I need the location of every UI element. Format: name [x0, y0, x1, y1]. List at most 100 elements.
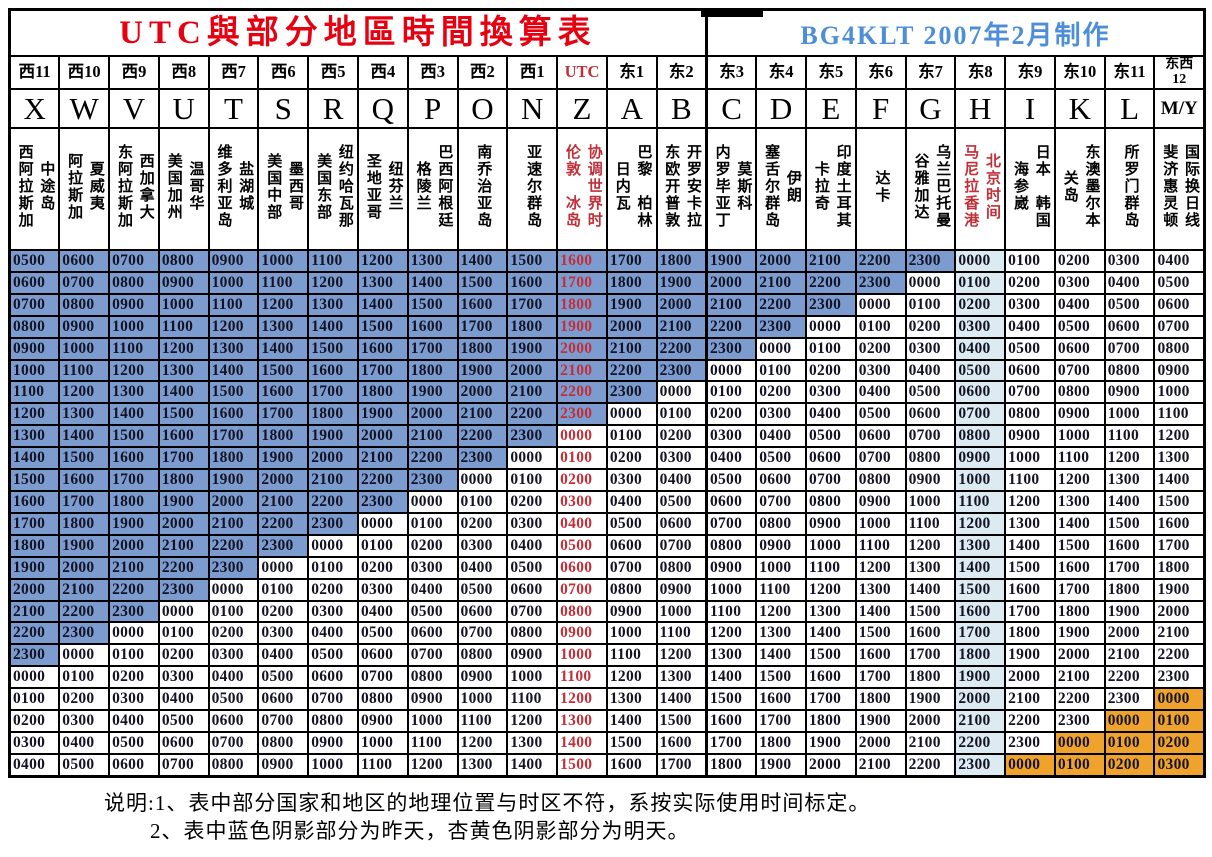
time-cell: 0000	[805, 314, 857, 339]
time-cell: 2300	[805, 292, 857, 317]
time-cell: 0700	[1103, 336, 1156, 361]
time-cell: 1400	[108, 402, 160, 427]
time-cell: 1500	[655, 709, 708, 733]
time-cell: 1900	[207, 468, 260, 492]
time-cell: 0100	[805, 336, 857, 361]
time-cell: 1600	[954, 599, 1007, 624]
time-cell: 0700	[1004, 380, 1056, 405]
tz-region-names: 伊朗 塞舌尔群岛	[755, 127, 807, 251]
time-cell: 1200	[8, 402, 61, 427]
time-cell: 1500	[556, 752, 608, 778]
time-cell: 1800	[456, 336, 509, 361]
tz-letter-header: G	[904, 88, 957, 129]
time-cell: 2200	[1053, 687, 1106, 712]
time-cell: 0100	[108, 643, 160, 668]
time-cell: 1300	[704, 643, 758, 668]
page-title: UTC與部分地區時間換算表	[8, 8, 708, 57]
time-cell: 2000	[8, 577, 61, 602]
time-cell: 1000	[805, 533, 857, 558]
time-cell: 1600	[8, 489, 61, 514]
time-cell: 0900	[406, 687, 459, 712]
time-cell: 0900	[755, 533, 807, 558]
time-cell: 2200	[207, 533, 260, 558]
time-cell: 0100	[207, 599, 260, 624]
tz-letter-header: P	[406, 88, 459, 129]
time-cell: 1500	[307, 336, 359, 361]
time-cell: 0800	[58, 292, 111, 317]
scan-artifact-mark	[701, 8, 763, 17]
time-cell: 1000	[207, 270, 260, 295]
tz-letter-header: R	[307, 88, 359, 129]
time-cell: 1000	[1053, 424, 1106, 449]
time-cell: 0800	[1004, 402, 1056, 427]
time-cell: 0600	[605, 533, 658, 558]
footnote-1: 说明:1、表中部分国家和地区的地理位置与时区不符，系按实际使用时间标定。	[104, 790, 871, 815]
title-row: UTC與部分地區時間換算表 BG4KLT 2007年2月制作	[8, 8, 1206, 57]
time-cell: 2200	[406, 446, 459, 471]
time-cell: 1300	[456, 752, 509, 778]
time-cell: 1500	[805, 643, 857, 668]
time-cell: 0900	[854, 489, 907, 514]
region-name-text: 国际换日线 斐济惠灵顿	[1161, 144, 1199, 229]
time-cell: 2200	[556, 380, 608, 405]
time-cell: 0500	[704, 468, 758, 492]
time-cell: 0600	[1153, 292, 1206, 317]
time-cell: 0000	[58, 643, 111, 668]
region-name-text: 纽约哈瓦那 美国东部	[315, 144, 353, 229]
time-cell: 2300	[556, 402, 608, 427]
time-cell: 1700	[605, 249, 658, 273]
time-cell: 0000	[556, 424, 608, 449]
time-cell: 0300	[356, 577, 409, 602]
time-cell: 1900	[805, 730, 857, 755]
time-cell: 1900	[257, 446, 310, 471]
time-cell: 0600	[655, 511, 708, 536]
region-name-text: 中途岛 西阿拉斯加	[16, 144, 55, 229]
region-name-text: 纽芬兰 圣地亚哥	[364, 152, 403, 221]
time-cell: 2000	[1103, 621, 1156, 646]
time-cell: 2300	[8, 643, 61, 668]
time-cell: 1200	[655, 643, 708, 668]
time-cell: 0900	[506, 643, 559, 668]
time-cell: 2100	[506, 380, 559, 405]
time-cell: 0900	[108, 292, 160, 317]
time-cell: 2300	[307, 511, 359, 536]
time-cell: 2100	[1103, 643, 1156, 668]
tz-region-names: 西加拿大 东阿拉斯加	[108, 127, 160, 251]
time-cell: 0900	[904, 468, 957, 492]
time-cell: 1700	[506, 292, 559, 317]
tz-offset-header: 西8	[157, 55, 210, 90]
time-cell: 1500	[207, 380, 260, 405]
time-cell: 1400	[1004, 533, 1056, 558]
time-cell: 1400	[157, 380, 210, 405]
tz-region-names: 纽芬兰 圣地亚哥	[356, 127, 409, 251]
time-cell: 1700	[406, 336, 459, 361]
time-cell: 0900	[704, 555, 758, 580]
time-cell: 0200	[58, 687, 111, 712]
time-cell: 1300	[207, 336, 260, 361]
time-cell: 0900	[1004, 424, 1056, 449]
time-cell: 1400	[556, 730, 608, 755]
tz-offset-header: 东9	[1004, 55, 1056, 90]
time-cell: 1900	[58, 533, 111, 558]
region-name-text: 南乔治亚岛	[475, 144, 492, 229]
time-cell: 1600	[1103, 533, 1156, 558]
time-cell: 1700	[1153, 533, 1206, 558]
time-cell: 1200	[605, 665, 658, 690]
time-cell: 1300	[954, 533, 1007, 558]
time-cell: 0400	[954, 336, 1007, 361]
time-cell: 0600	[207, 709, 260, 733]
time-cell: 1800	[1053, 599, 1106, 624]
time-cell: 1300	[556, 709, 608, 733]
time-cell: 0000	[1053, 730, 1106, 755]
time-row: 2200 2300 0000 0100 0200 0300 0400 0500 0600 0700…	[8, 621, 1206, 646]
tz-offset-header: 东11	[1103, 55, 1156, 90]
time-cell: 0100	[854, 314, 907, 339]
time-cell: 1800	[1103, 577, 1156, 602]
time-cell: 0900	[655, 577, 708, 602]
time-cell: 0400	[207, 665, 260, 690]
time-cell: 1100	[704, 599, 758, 624]
time-row: 0600 0700 0800 0900 1000 1100 1200 1300 1400 1500…	[8, 270, 1206, 295]
time-cell: 0600	[8, 270, 61, 295]
time-cell: 2300	[406, 468, 459, 492]
time-cell: 1500	[506, 249, 559, 273]
